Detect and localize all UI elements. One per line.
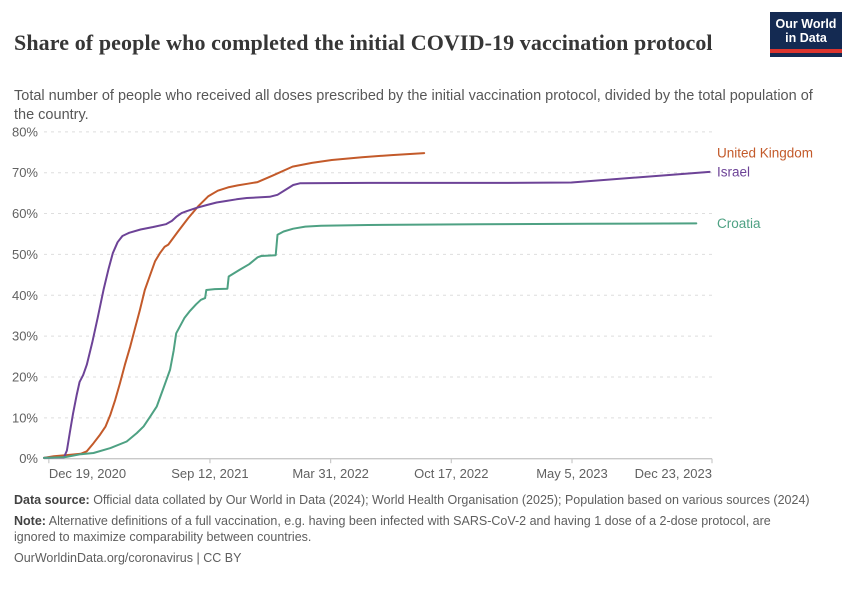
y-tick-label-30: 30% (12, 329, 38, 344)
x-tick-label-dec-19-2020: Dec 19, 2020 (49, 466, 126, 481)
data-source-label: Data source: (14, 493, 90, 507)
series-label-croatia[interactable]: Croatia (717, 216, 761, 231)
series-line-united-kingdom[interactable] (43, 152, 426, 459)
license-link[interactable]: OurWorldinData.org/coronavirus | CC BY (14, 551, 242, 565)
chart-subtitle: Total number of people who received all … (14, 87, 813, 124)
y-tick-label-20: 20% (12, 369, 38, 384)
y-tick-label-80: 80% (12, 124, 38, 139)
x-tick-label-oct-17-2022: Oct 17, 2022 (414, 466, 488, 481)
y-tick-label-10: 10% (12, 410, 38, 425)
series-line-israel[interactable] (43, 170, 711, 459)
owid-logo-text-line1: Our World (775, 17, 837, 31)
note-line: Note: Alternative definitions of a full … (14, 513, 814, 545)
x-tick-label-dec-23-2023: Dec 23, 2023 (635, 466, 712, 481)
owid-logo-text-line2: in Data (785, 31, 827, 45)
owid-logo[interactable]: Our World in Data (770, 12, 842, 57)
footer: Data source: Official data collated by O… (14, 492, 814, 571)
note-label: Note: (14, 514, 46, 528)
y-tick-label-60: 60% (12, 206, 38, 221)
data-source-line: Data source: Official data collated by O… (14, 492, 814, 508)
page-title: Share of people who completed the initia… (14, 29, 713, 55)
series-label-israel[interactable]: Israel (717, 164, 750, 179)
y-tick-label-40: 40% (12, 288, 38, 303)
x-tick-label-sep-12-2021: Sep 12, 2021 (171, 466, 248, 481)
data-source-text: Official data collated by Our World in D… (89, 493, 810, 507)
y-tick-label-50: 50% (12, 247, 38, 262)
owid-logo-red-bar (770, 49, 842, 53)
y-tick-label-70: 70% (12, 165, 38, 180)
x-tick-label-mar-31-2022: Mar 31, 2022 (292, 466, 369, 481)
series-label-united-kingdom[interactable]: United Kingdom (717, 146, 813, 161)
y-tick-label-0: 0% (19, 451, 38, 466)
x-tick-label-may-5-2023: May 5, 2023 (536, 466, 608, 481)
note-text: Alternative definitions of a full vaccin… (14, 514, 771, 544)
series-line-croatia[interactable] (43, 222, 698, 459)
